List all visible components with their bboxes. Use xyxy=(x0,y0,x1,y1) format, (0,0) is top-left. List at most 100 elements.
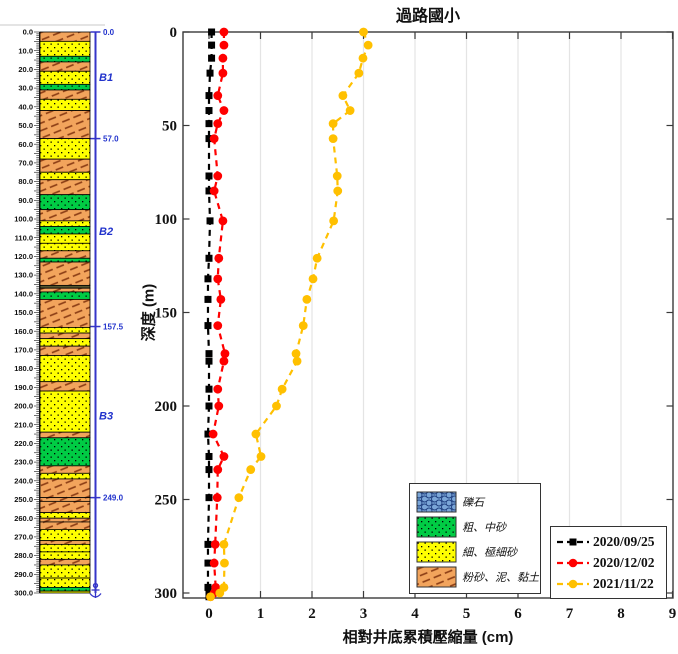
data-point-marker xyxy=(205,107,213,115)
litho-legend-item: 細、極細砂 xyxy=(416,539,534,564)
data-point-marker xyxy=(219,452,229,461)
x-axis-label: 相對井底累積壓縮量 (cm) xyxy=(342,629,514,646)
data-point-marker xyxy=(246,465,256,474)
depth-scale-label: 60.0 xyxy=(18,140,33,149)
data-point-marker xyxy=(213,119,223,129)
litho-swatch-med xyxy=(416,516,457,537)
data-point-marker xyxy=(214,401,224,411)
data-point-marker xyxy=(209,186,219,196)
depth-scale-label: 110.0 xyxy=(15,233,33,242)
bracket-depth-label: 157.5 xyxy=(103,322,124,331)
data-point-marker xyxy=(219,356,229,366)
swatch-rect xyxy=(416,491,457,512)
y-tick-label: 100 xyxy=(155,212,178,228)
data-point-marker xyxy=(216,295,226,304)
data-point-marker xyxy=(212,493,222,503)
data-point-marker xyxy=(256,452,266,461)
bracket-depth-label: 57.0 xyxy=(103,134,119,143)
depth-scale-label: 240.0 xyxy=(14,476,33,485)
y-tick-label: 200 xyxy=(155,399,178,415)
data-point-marker xyxy=(354,68,364,78)
data-point-marker xyxy=(220,558,229,568)
series-legend-label: 2020/12/02 xyxy=(593,554,655,570)
data-point-marker xyxy=(234,493,244,503)
depth-scale-label: 100.0 xyxy=(14,215,33,224)
data-point-marker xyxy=(205,120,213,128)
data-point-marker xyxy=(359,27,368,37)
series-legend: 2020/09/25 2020/12/02 2021/11/22 xyxy=(550,526,667,599)
data-point-marker xyxy=(329,216,339,226)
litho-layer-clay xyxy=(39,299,91,328)
litho-layer-fine xyxy=(39,590,91,594)
data-point-marker xyxy=(272,401,281,411)
data-point-marker xyxy=(204,583,212,591)
data-point-marker xyxy=(308,274,318,284)
depth-scale-label: 90.0 xyxy=(18,196,33,205)
litho-layer-clay xyxy=(39,110,91,139)
y-tick-label: 150 xyxy=(155,306,178,322)
legend-marker xyxy=(568,558,578,567)
x-tick-label: 4 xyxy=(411,606,419,622)
swatch-rect xyxy=(416,566,457,587)
data-point-marker xyxy=(208,429,218,439)
depth-scale-label: 180.0 xyxy=(14,364,33,373)
data-point-marker xyxy=(208,28,216,36)
series-line-2020-09-25 xyxy=(206,32,213,597)
litho-legend-label: 細、極細砂 xyxy=(462,546,517,559)
data-point-marker xyxy=(292,356,302,366)
data-point-marker xyxy=(219,106,229,115)
litho-swatch-fine xyxy=(416,541,457,562)
data-point-marker xyxy=(251,429,261,439)
data-point-marker xyxy=(332,171,342,181)
data-point-marker xyxy=(205,254,213,262)
depth-scale-label: 120.0 xyxy=(14,252,33,261)
data-point-marker xyxy=(218,53,228,63)
lithology-legend: 礫石 粗、中砂 細、極細砂 粉砂、泥、黏土 xyxy=(409,483,541,594)
data-point-marker xyxy=(218,216,228,226)
data-point-marker xyxy=(205,494,213,502)
data-point-marker xyxy=(302,295,312,304)
data-point-marker xyxy=(345,106,355,115)
data-point-marker xyxy=(204,295,212,303)
depth-scale-label: 10.0 xyxy=(18,46,33,55)
depth-scale-label: 170.0 xyxy=(14,346,33,355)
chart-title: 過路國小 xyxy=(395,8,460,25)
x-tick-label: 9 xyxy=(669,606,677,622)
y-tick-label: 300 xyxy=(155,586,178,602)
data-point-marker xyxy=(213,465,223,474)
data-point-marker xyxy=(219,27,229,37)
x-tick-label: 1 xyxy=(257,606,265,622)
data-point-marker xyxy=(209,134,219,143)
depth-scale-label: 80.0 xyxy=(18,177,33,186)
series-legend-item: 2020/09/25 xyxy=(556,531,661,552)
data-point-marker xyxy=(205,357,213,365)
depth-scale-label: 0.0 xyxy=(23,28,33,37)
data-point-marker xyxy=(220,349,230,359)
swatch-rect xyxy=(416,541,457,562)
data-point-marker xyxy=(328,119,338,129)
depth-scale-label: 40.0 xyxy=(18,102,33,111)
series-legend-sample xyxy=(557,538,589,545)
data-point-marker xyxy=(204,540,212,548)
data-point-marker xyxy=(205,135,213,143)
series-legend-label: 2020/09/25 xyxy=(593,533,655,549)
bracket-depth-label: 249.0 xyxy=(103,493,124,502)
depth-scale-label: 280.0 xyxy=(14,551,33,560)
depth-scale-label: 270.0 xyxy=(14,533,33,542)
series-legend-sample xyxy=(557,558,589,567)
data-point-marker xyxy=(204,322,212,330)
litho-legend-item: 粗、中砂 xyxy=(416,514,534,539)
depth-scale-label: 190.0 xyxy=(14,383,33,392)
depth-scale-label: 300.0 xyxy=(14,589,33,598)
depth-scale-label: 290.0 xyxy=(14,570,33,579)
data-point-marker xyxy=(206,69,214,77)
depth-scale-label: 250.0 xyxy=(14,495,33,504)
depth-scale-label: 30.0 xyxy=(18,84,33,93)
data-point-marker xyxy=(214,253,224,263)
data-point-marker xyxy=(204,430,212,438)
legend-marker xyxy=(569,538,577,545)
data-point-marker xyxy=(204,559,212,567)
data-point-marker xyxy=(363,40,373,50)
data-point-marker xyxy=(277,384,287,394)
data-point-marker xyxy=(213,274,223,284)
